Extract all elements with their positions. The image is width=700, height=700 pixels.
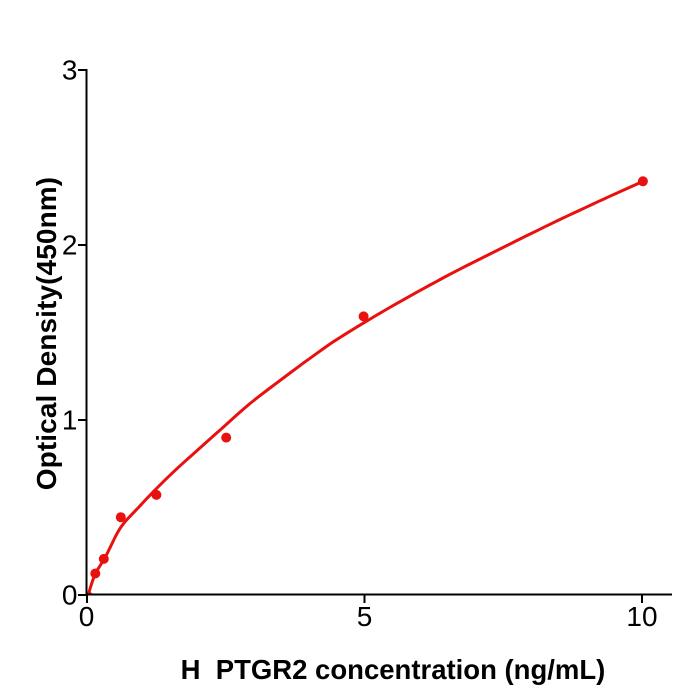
svg-text:Optical Density(450nm): Optical Density(450nm) [31, 177, 62, 490]
svg-text:3: 3 [62, 55, 78, 86]
svg-text:10: 10 [626, 601, 657, 632]
svg-text:5: 5 [357, 601, 373, 632]
svg-text:H PTGR2 concentration (ng/mL): H PTGR2 concentration (ng/mL) [181, 654, 606, 685]
svg-text:0: 0 [79, 601, 95, 632]
svg-text:2: 2 [62, 230, 78, 261]
svg-text:1: 1 [62, 405, 78, 436]
svg-text:0: 0 [62, 580, 78, 611]
